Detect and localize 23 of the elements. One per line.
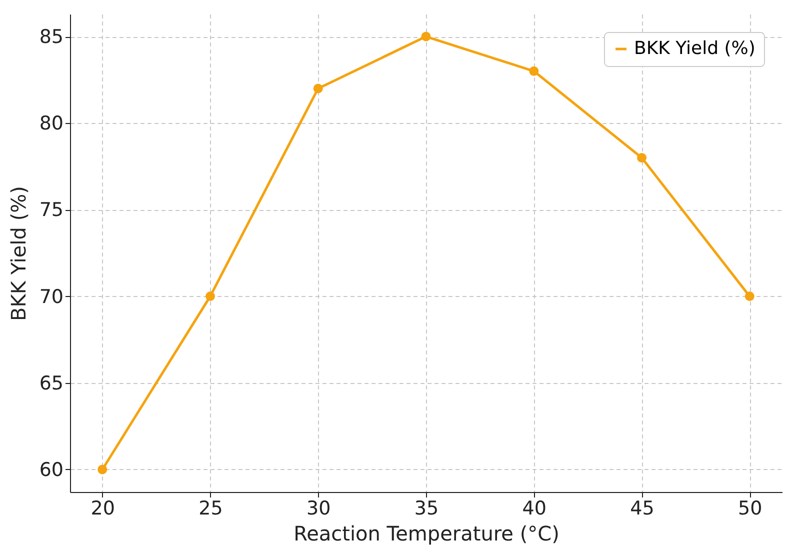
point [98, 464, 108, 474]
point [637, 153, 646, 162]
point [529, 66, 539, 76]
x-tick-label: 45 [630, 498, 654, 520]
y-tick-label: 65 [39, 372, 64, 394]
x-tick-label: 30 [306, 498, 331, 520]
x-tick-label: 40 [522, 498, 546, 520]
point [744, 292, 754, 302]
point [206, 292, 215, 302]
y-axis-title: BKK Yield (%) [6, 186, 30, 321]
y-tick-label: 85 [39, 26, 64, 48]
x-tick-label: 35 [414, 498, 439, 520]
x-tick-label: 50 [738, 498, 762, 520]
x-axis-title: Reaction Temperature (°C) [294, 522, 560, 546]
x-tick-label: 25 [198, 498, 223, 520]
point [313, 84, 323, 94]
y-tick-label: 60 [39, 458, 64, 481]
point [421, 32, 431, 42]
legend-label: BKK Yield (%) [634, 38, 756, 59]
x-tick-label: 20 [90, 498, 115, 520]
y-tick-label: 70 [39, 286, 64, 308]
y-tick-label: 75 [39, 199, 64, 222]
y-tick-label: 80 [39, 112, 64, 135]
